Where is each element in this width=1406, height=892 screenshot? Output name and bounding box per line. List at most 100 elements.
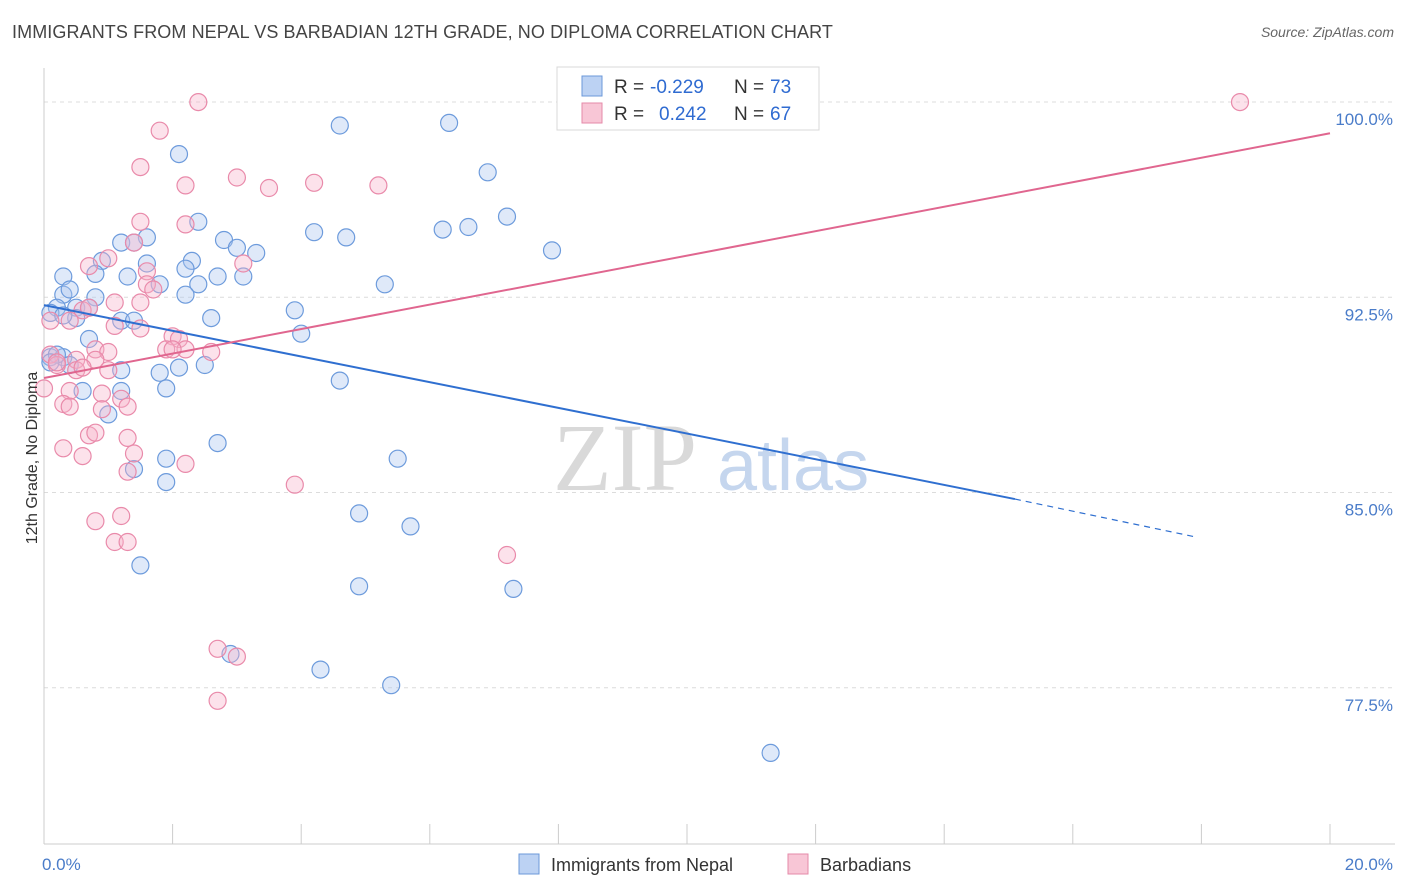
x-tick-label-1: 20.0% — [1345, 855, 1393, 874]
nepal-point — [202, 309, 221, 328]
barbadian-point — [105, 293, 124, 312]
legend-nepal-swatch — [518, 853, 540, 875]
barbadian-point — [369, 176, 388, 195]
barbadian-point — [118, 428, 137, 447]
barbadian-point — [99, 249, 118, 268]
nepal-point — [112, 361, 131, 380]
nepal-point — [131, 556, 150, 575]
barbadian-r-value: 0.242 — [659, 104, 707, 125]
nepal-point — [208, 267, 227, 286]
barbadian-point — [497, 545, 517, 565]
nepal-point — [433, 220, 452, 239]
barbadian-point — [105, 532, 124, 552]
nepal-point — [375, 275, 394, 294]
barbadian-point — [131, 293, 150, 312]
barbadian-point — [176, 176, 195, 195]
nepal-point — [311, 660, 330, 679]
barbadian-point — [189, 92, 208, 112]
barbadian-point — [60, 397, 79, 416]
nepal-point — [169, 358, 189, 377]
nepal-point — [305, 223, 324, 242]
nepal-point — [388, 449, 407, 468]
series-legend: Immigrants from Nepal Barbadians — [518, 853, 911, 875]
barbadian-point — [34, 379, 54, 398]
barbadian-trend-line — [43, 132, 1331, 379]
barbadian-point — [92, 384, 112, 403]
nepal-trend-extension — [1014, 498, 1196, 538]
nepal-n-label: N = — [734, 77, 764, 98]
y-axis-label: 12th Grade, No Diploma — [24, 372, 41, 545]
nepal-point — [350, 577, 369, 596]
nepal-point — [86, 288, 105, 307]
nepal-point — [504, 579, 523, 599]
barbadian-point — [105, 316, 124, 335]
barbadian-point — [169, 329, 189, 349]
barbadian-r-label: R = — [614, 104, 644, 125]
barbadian-n-value: 67 — [770, 104, 791, 125]
nepal-point — [382, 676, 401, 695]
barbadian-point — [54, 439, 73, 458]
barbadian-point — [227, 168, 246, 187]
x-tick-label-0: 0.0% — [42, 855, 81, 874]
nepal-point — [112, 233, 131, 252]
barbadian-legend-swatch — [581, 102, 603, 124]
barbadian-point — [79, 298, 99, 317]
y-tick-label-0: 77.5% — [1345, 696, 1393, 715]
barbadian-point — [118, 397, 137, 416]
barbadian-point — [176, 454, 195, 473]
nepal-point — [350, 504, 369, 523]
y-tick-label-1: 85.0% — [1345, 501, 1393, 520]
nepal-trend-line — [43, 304, 1016, 501]
stats-legend: R = -0.229 N = 73 R = 0.242 N = 67 — [556, 66, 820, 131]
barbadian-point — [1230, 92, 1250, 112]
nepal-point — [459, 217, 478, 237]
barbadian-point — [234, 254, 253, 273]
nepal-point — [157, 449, 176, 468]
barbadian-point — [112, 506, 131, 526]
nepal-point — [189, 275, 208, 294]
source-label: Source: ZipAtlas.com — [1260, 24, 1394, 40]
watermark-atlas: atlas — [717, 426, 869, 506]
nepal-point — [337, 228, 356, 247]
nepal-r-value: -0.229 — [650, 77, 704, 98]
nepal-point — [542, 241, 562, 260]
nepal-point — [401, 517, 420, 536]
barbadian-point — [208, 639, 227, 658]
barbadian-point — [60, 311, 79, 330]
chart-title: IMMIGRANTS FROM NEPAL VS BARBADIAN 12TH … — [12, 22, 833, 42]
legend-barbadian-label: Barbadians — [820, 855, 911, 875]
nepal-point — [234, 267, 253, 286]
barbadian-point — [92, 400, 112, 419]
legend-nepal-label: Immigrants from Nepal — [551, 855, 733, 875]
barbadian-point — [118, 462, 137, 481]
barbadian-point — [208, 691, 227, 710]
nepal-point — [330, 371, 349, 390]
barbadian-point — [79, 257, 99, 276]
y-tick-label-2: 92.5% — [1345, 305, 1393, 324]
barbadian-point — [124, 233, 144, 252]
barbadian-points — [34, 92, 1250, 710]
y-tick-label-3: 100.0% — [1335, 110, 1393, 129]
barbadian-n-label: N = — [734, 104, 764, 125]
nepal-point — [478, 163, 497, 182]
nepal-point — [60, 280, 79, 299]
nepal-point — [73, 381, 92, 401]
barbadian-point — [118, 532, 137, 552]
watermark: ZIP atlas — [553, 404, 869, 511]
x-tick-labels: 0.0% 20.0% — [42, 855, 1393, 874]
nepal-point — [285, 301, 304, 320]
barbadian-point — [137, 262, 156, 281]
watermark-zip: ZIP — [553, 404, 697, 511]
barbadian-point — [47, 353, 67, 372]
y-tick-labels: 77.5% 85.0% 92.5% 100.0% — [1335, 110, 1393, 715]
nepal-point — [247, 243, 266, 263]
nepal-point — [227, 238, 246, 257]
nepal-point — [176, 259, 195, 278]
barbadian-point — [86, 512, 105, 531]
barbadian-point — [150, 121, 169, 140]
barbadian-point — [73, 447, 92, 466]
nepal-point — [208, 434, 227, 453]
barbadian-point — [227, 647, 246, 666]
barbadian-point — [131, 158, 150, 177]
